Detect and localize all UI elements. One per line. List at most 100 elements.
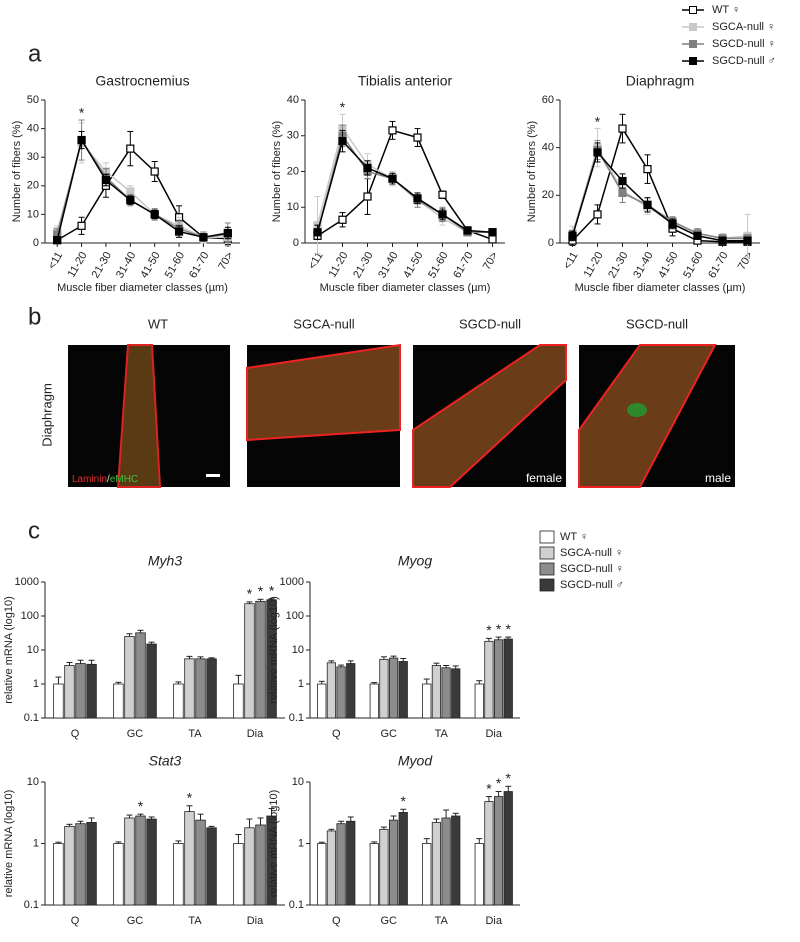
legend-label: WT ♀ xyxy=(560,531,588,543)
bar xyxy=(484,801,494,906)
y-tick-label: 20 xyxy=(287,165,299,177)
y-tick-label: 0 xyxy=(33,237,39,249)
y-tick-label: 60 xyxy=(542,94,554,106)
bar xyxy=(184,658,195,719)
x-tick-label: GC xyxy=(127,915,144,927)
bar xyxy=(266,599,277,719)
image-column-label: SGCD-null xyxy=(459,316,521,331)
y-tick-label: 1 xyxy=(33,678,39,690)
bar xyxy=(244,603,255,719)
bar xyxy=(86,822,97,906)
y-axis-title: Number of fibers (%) xyxy=(526,121,538,222)
x-tick-label: Q xyxy=(332,915,341,927)
annotation: * xyxy=(138,798,144,814)
bar xyxy=(369,843,379,906)
bar xyxy=(64,665,75,719)
stain-sep: / xyxy=(107,474,110,485)
bar xyxy=(124,636,135,719)
series-line xyxy=(571,126,748,243)
bar xyxy=(233,683,244,719)
y-tick-label: 100 xyxy=(286,610,304,622)
bar xyxy=(369,683,379,719)
y-tick-label: 10 xyxy=(292,776,304,788)
x-tick-label: <11 xyxy=(306,250,325,271)
series-line xyxy=(571,150,748,242)
annotation: * xyxy=(486,622,492,638)
bar xyxy=(255,600,266,719)
bar xyxy=(503,638,513,719)
legend-swatch xyxy=(539,578,555,592)
x-tick-label: TA xyxy=(188,728,202,740)
y-tick-label: 40 xyxy=(27,123,39,135)
bar xyxy=(75,663,86,719)
micrograph xyxy=(412,344,567,488)
bar xyxy=(184,811,195,906)
annotation: * xyxy=(595,113,601,129)
x-tick-label: Dia xyxy=(485,915,502,927)
data-point xyxy=(488,235,497,244)
x-tick-label: 11-20 xyxy=(66,250,90,280)
y-tick-label: 100 xyxy=(21,610,39,622)
bar xyxy=(75,823,86,906)
bar xyxy=(173,843,184,906)
y-tick-label: 10 xyxy=(287,201,299,213)
bar xyxy=(206,658,217,719)
annotation: * xyxy=(258,583,264,599)
data-point xyxy=(338,137,347,146)
x-tick-label: GC xyxy=(381,728,398,740)
data-point xyxy=(463,226,472,235)
bar xyxy=(206,827,217,906)
data-point xyxy=(413,133,422,142)
y-tick-label: 10 xyxy=(27,776,39,788)
annotation: * xyxy=(340,99,346,115)
bar xyxy=(233,843,244,906)
data-point xyxy=(313,228,322,237)
series xyxy=(568,142,752,245)
y-tick-label: 1000 xyxy=(280,576,304,588)
data-point xyxy=(718,236,727,245)
data-point xyxy=(388,174,397,183)
bar xyxy=(431,665,442,719)
bar xyxy=(346,663,356,719)
annotation: * xyxy=(506,621,512,637)
series xyxy=(53,130,232,245)
annotation: * xyxy=(496,621,502,637)
data-point xyxy=(438,190,447,199)
y-tick-label: 1 xyxy=(298,678,304,690)
bar xyxy=(317,843,327,906)
bar xyxy=(379,658,389,719)
annotation: * xyxy=(269,583,275,599)
image-row-label: Diaphragm xyxy=(39,383,54,447)
legend-label: SGCA-null ♀ xyxy=(712,21,775,33)
annotation: * xyxy=(486,780,492,796)
bar xyxy=(441,817,451,906)
legend-swatch xyxy=(539,530,555,544)
bar xyxy=(113,683,124,719)
chart-title: Diaphragm xyxy=(626,73,694,89)
legend-label: SGCD-null ♂ xyxy=(712,55,776,67)
bar xyxy=(195,658,206,719)
x-tick-label: Dia xyxy=(485,728,502,740)
bar xyxy=(388,819,399,906)
y-tick-label: 10 xyxy=(27,644,39,656)
data-point xyxy=(126,144,135,153)
bar xyxy=(53,843,64,906)
bar xyxy=(266,815,277,906)
series-line xyxy=(571,145,748,239)
image-caption: male xyxy=(705,471,731,485)
bar xyxy=(173,683,184,719)
data-point xyxy=(643,200,652,209)
chart-title: Gastrocnemius xyxy=(95,73,189,89)
bar xyxy=(474,843,484,906)
bar xyxy=(398,661,408,719)
bar xyxy=(124,817,135,906)
bar xyxy=(493,796,504,906)
x-tick-label: 21-30 xyxy=(606,250,630,280)
x-tick-label: TA xyxy=(188,915,202,927)
annotation: * xyxy=(79,105,85,121)
y-axis-title: relative mRNA (log10) xyxy=(268,790,280,898)
series-line xyxy=(571,148,748,239)
data-point xyxy=(199,233,208,242)
chart-title: Tibialis anterior xyxy=(358,73,453,89)
bar xyxy=(388,657,399,719)
